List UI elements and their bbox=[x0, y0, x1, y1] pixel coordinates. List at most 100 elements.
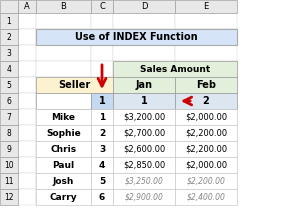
Bar bbox=[175, 125, 237, 141]
Bar bbox=[91, 125, 113, 141]
Text: 10: 10 bbox=[4, 161, 14, 169]
Text: Carry: Carry bbox=[50, 192, 77, 202]
Bar bbox=[175, 109, 237, 125]
Bar bbox=[91, 0, 113, 13]
Bar bbox=[36, 0, 91, 13]
Bar bbox=[113, 173, 175, 189]
Bar bbox=[113, 0, 175, 13]
Bar bbox=[0, 29, 18, 45]
Bar bbox=[0, 93, 18, 109]
Bar bbox=[36, 29, 91, 45]
Text: 3: 3 bbox=[7, 49, 11, 58]
Bar bbox=[36, 109, 91, 125]
Bar bbox=[36, 173, 91, 189]
Bar bbox=[175, 157, 237, 173]
Bar bbox=[91, 141, 113, 157]
Bar bbox=[0, 141, 18, 157]
Bar bbox=[18, 29, 36, 45]
Text: 6: 6 bbox=[99, 192, 105, 202]
Text: $2,000.00: $2,000.00 bbox=[185, 161, 227, 169]
Bar bbox=[175, 173, 237, 189]
Bar bbox=[91, 93, 113, 109]
Bar bbox=[91, 125, 113, 141]
Text: 5: 5 bbox=[7, 81, 11, 89]
Bar bbox=[113, 157, 175, 173]
Text: E: E bbox=[203, 2, 208, 11]
Bar bbox=[175, 93, 237, 109]
Bar bbox=[175, 189, 237, 205]
Text: $2,850.00: $2,850.00 bbox=[123, 161, 165, 169]
Bar bbox=[113, 109, 175, 125]
Bar bbox=[113, 29, 175, 45]
Bar bbox=[36, 13, 91, 29]
Bar bbox=[113, 61, 175, 77]
Bar bbox=[91, 189, 113, 205]
Bar bbox=[91, 13, 113, 29]
Text: Chris: Chris bbox=[50, 145, 76, 153]
Bar bbox=[91, 173, 113, 189]
Text: Mike: Mike bbox=[52, 112, 76, 122]
Text: $2,200.00: $2,200.00 bbox=[185, 145, 227, 153]
Bar bbox=[36, 173, 91, 189]
Text: exceldemy: exceldemy bbox=[107, 141, 199, 156]
Bar bbox=[113, 13, 175, 29]
Text: 1: 1 bbox=[99, 96, 105, 106]
Text: $2,700.00: $2,700.00 bbox=[123, 128, 165, 138]
Text: 9: 9 bbox=[7, 145, 11, 153]
Bar bbox=[0, 0, 18, 13]
Bar bbox=[36, 125, 91, 141]
Bar bbox=[175, 93, 237, 109]
Bar bbox=[0, 173, 18, 189]
Bar bbox=[0, 13, 18, 29]
Bar bbox=[113, 125, 175, 141]
Bar bbox=[36, 77, 91, 93]
Bar bbox=[18, 189, 36, 205]
Text: 2: 2 bbox=[202, 96, 209, 106]
Bar bbox=[18, 109, 36, 125]
Text: C: C bbox=[99, 2, 105, 11]
Bar bbox=[36, 141, 91, 157]
Bar bbox=[36, 125, 91, 141]
Text: $2,000.00: $2,000.00 bbox=[185, 112, 227, 122]
Bar bbox=[175, 0, 237, 13]
Bar bbox=[91, 77, 113, 93]
Bar bbox=[91, 157, 113, 173]
Text: $3,200.00: $3,200.00 bbox=[123, 112, 165, 122]
Text: 6: 6 bbox=[7, 97, 11, 105]
Bar bbox=[18, 45, 36, 61]
Bar bbox=[175, 45, 237, 61]
Bar bbox=[91, 45, 113, 61]
Bar bbox=[36, 45, 91, 61]
Bar bbox=[36, 141, 91, 157]
Text: 1: 1 bbox=[7, 16, 11, 26]
Bar bbox=[0, 77, 18, 93]
Bar bbox=[175, 77, 237, 93]
Text: $2,900.00: $2,900.00 bbox=[124, 192, 164, 202]
Bar bbox=[18, 61, 36, 77]
Text: 8: 8 bbox=[7, 128, 11, 138]
Bar bbox=[175, 61, 237, 77]
Text: Sales Amount: Sales Amount bbox=[140, 64, 210, 74]
Bar bbox=[91, 189, 113, 205]
Bar bbox=[91, 109, 113, 125]
Bar bbox=[18, 125, 36, 141]
Bar bbox=[113, 77, 175, 93]
Bar bbox=[36, 189, 91, 205]
Bar bbox=[36, 157, 91, 173]
Bar bbox=[113, 93, 175, 109]
Bar bbox=[0, 189, 18, 205]
Bar bbox=[91, 173, 113, 189]
Bar bbox=[18, 157, 36, 173]
Bar bbox=[91, 109, 113, 125]
Bar bbox=[113, 77, 175, 93]
Text: $3,250.00: $3,250.00 bbox=[124, 176, 164, 186]
Text: 4: 4 bbox=[99, 161, 105, 169]
Text: B: B bbox=[61, 2, 66, 11]
Bar bbox=[175, 157, 237, 173]
Bar bbox=[113, 125, 175, 141]
Bar bbox=[175, 189, 237, 205]
Bar bbox=[18, 93, 36, 109]
Text: Paul: Paul bbox=[52, 161, 75, 169]
Bar bbox=[0, 125, 18, 141]
Bar bbox=[36, 61, 91, 77]
